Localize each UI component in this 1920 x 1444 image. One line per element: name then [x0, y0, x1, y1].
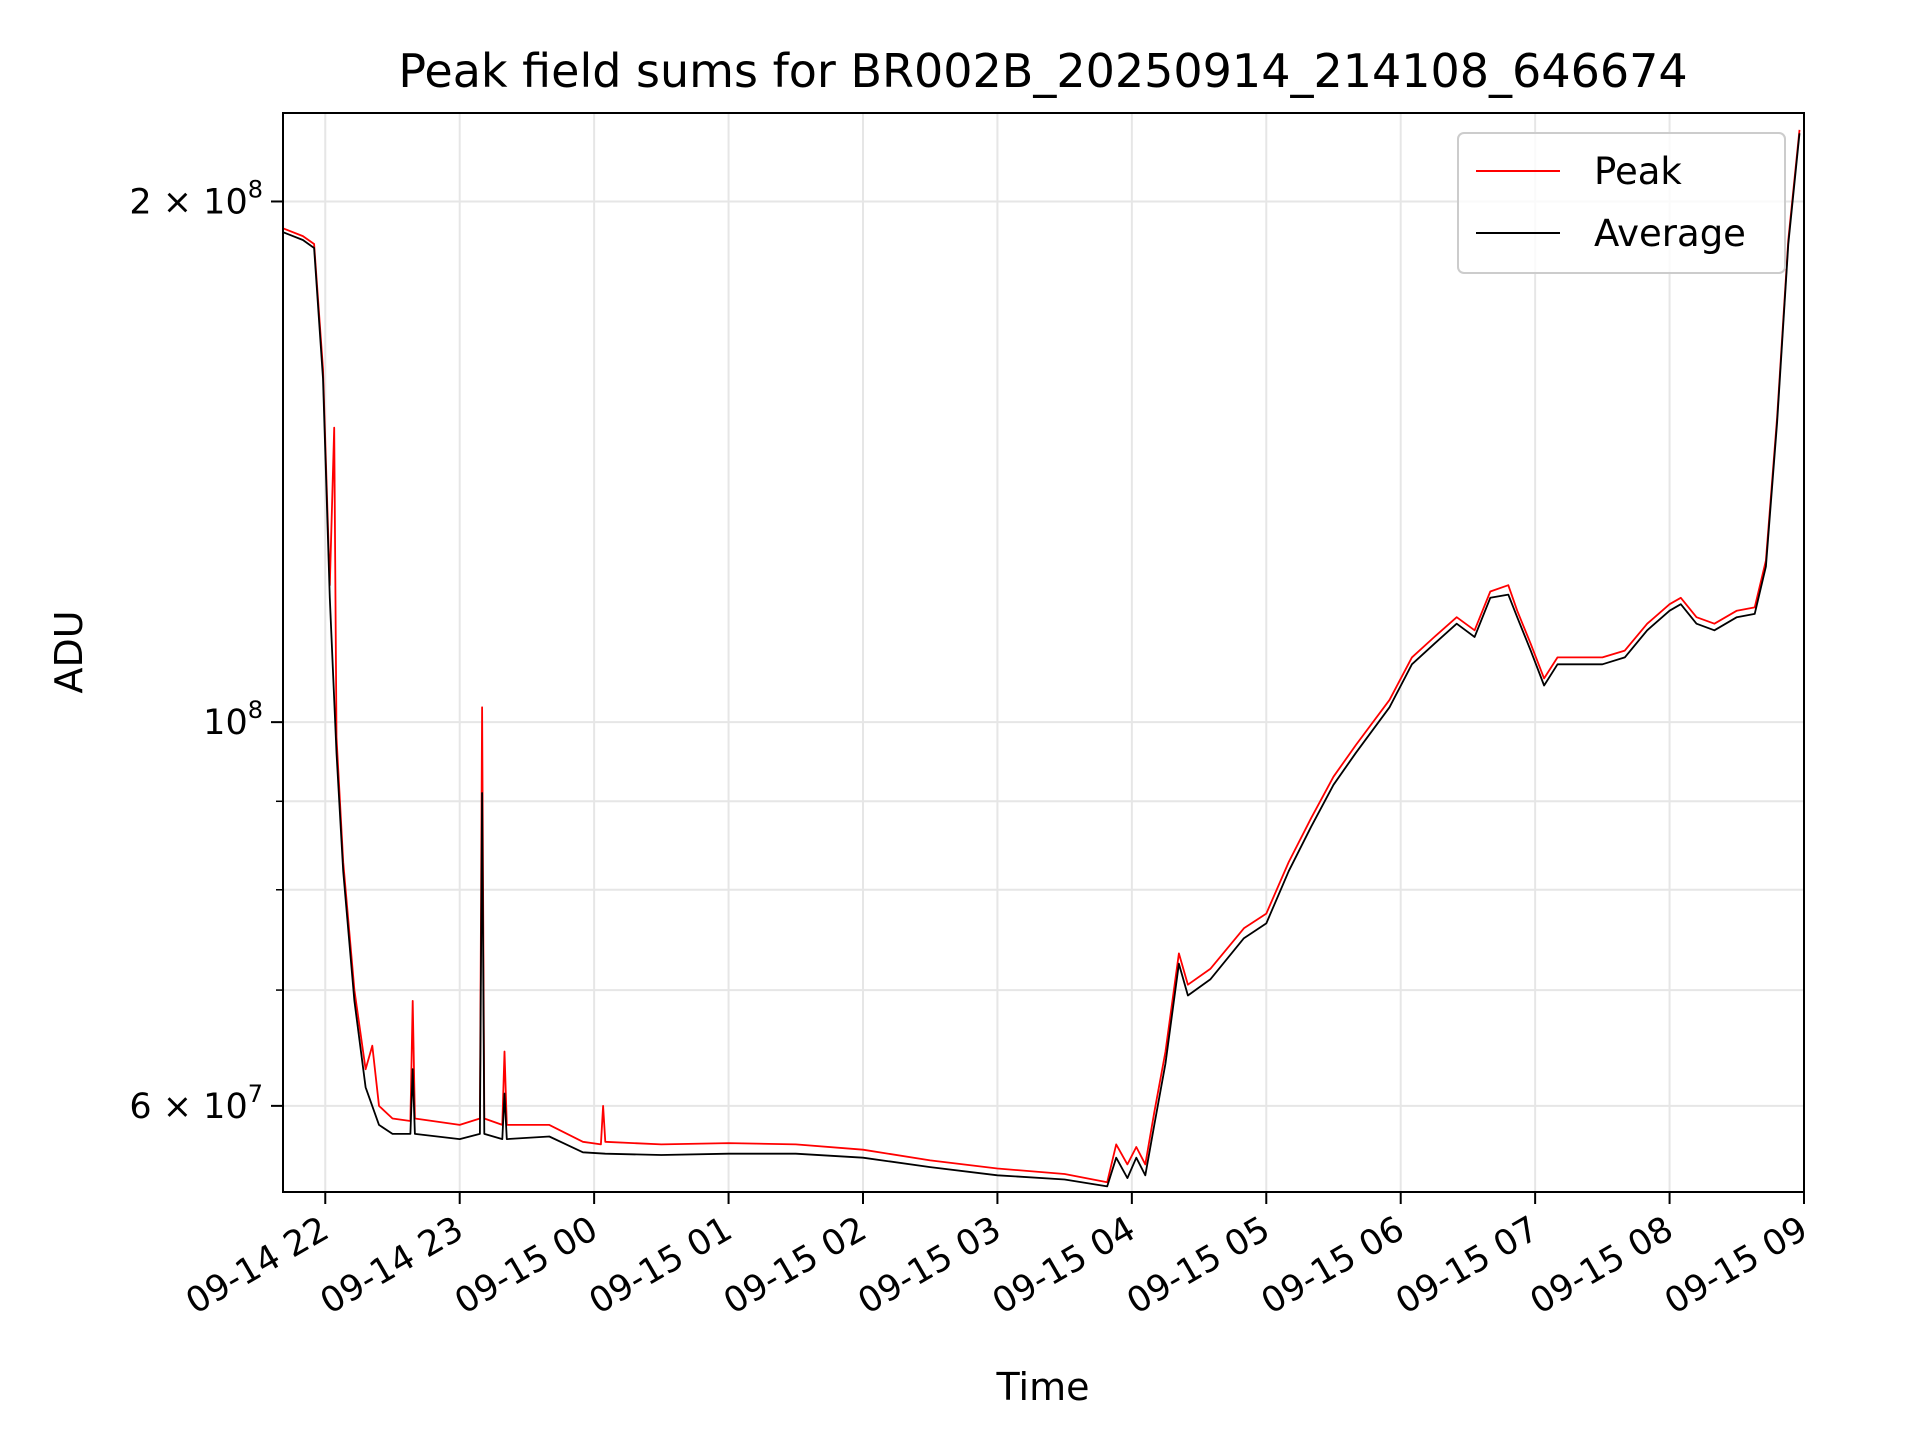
series-group — [283, 129, 1801, 1188]
y-axis-label: ADU — [47, 610, 91, 693]
grid — [283, 113, 1805, 1192]
x-axis-label: Time — [996, 1365, 1090, 1409]
legend: Peak Average — [1457, 132, 1786, 274]
series-line-average — [283, 133, 1801, 1188]
plot-frame — [282, 112, 1805, 1193]
y-tick-label: 2 × 108 — [129, 175, 263, 222]
legend-label-peak: Peak — [1594, 150, 1682, 193]
y-tick-label: 108 — [203, 696, 263, 743]
y-tick-label: 6 × 107 — [129, 1080, 263, 1127]
series-line-peak — [283, 129, 1801, 1184]
y-axis-ticks: 6 × 107 108 2 × 108 — [129, 175, 283, 1127]
legend-label-average: Average — [1594, 212, 1746, 255]
chart-title: Peak field sums for BR002B_20250914_2141… — [398, 44, 1687, 98]
legend-box — [1457, 132, 1786, 274]
